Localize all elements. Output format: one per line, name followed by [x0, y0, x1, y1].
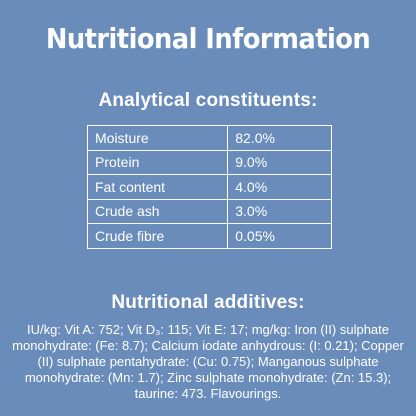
table-row: Moisture 82.0% [86, 125, 332, 151]
table-row: Fat content 4.0% [86, 174, 332, 200]
analytical-constituents-table: Moisture 82.0% Protein 9.0% Fat content … [86, 125, 332, 249]
constituent-value: 3.0% [227, 198, 332, 224]
table-row: Crude fibre 0.05% [86, 223, 332, 249]
nutritional-additives-heading: Nutritional additives: [111, 292, 305, 313]
table-row: Protein 9.0% [86, 149, 332, 175]
constituent-name: Moisture [86, 125, 229, 151]
nutritional-additives-text: IU/kg: Vit A: 752; Vit D₃: 115; Vit E: 1… [12, 322, 404, 401]
constituent-name: Crude fibre [86, 223, 229, 249]
page-title: Nutritional Information [45, 22, 371, 55]
constituent-value: 9.0% [227, 149, 332, 175]
constituent-name: Protein [86, 149, 229, 175]
analytical-constituents-heading: Analytical constituents: [98, 90, 318, 111]
constituent-value: 82.0% [227, 125, 332, 151]
constituent-value: 4.0% [227, 174, 332, 200]
table-row: Crude ash 3.0% [86, 198, 332, 224]
constituent-name: Fat content [86, 174, 229, 200]
constituent-name: Crude ash [86, 198, 229, 224]
constituent-value: 0.05% [227, 223, 332, 249]
